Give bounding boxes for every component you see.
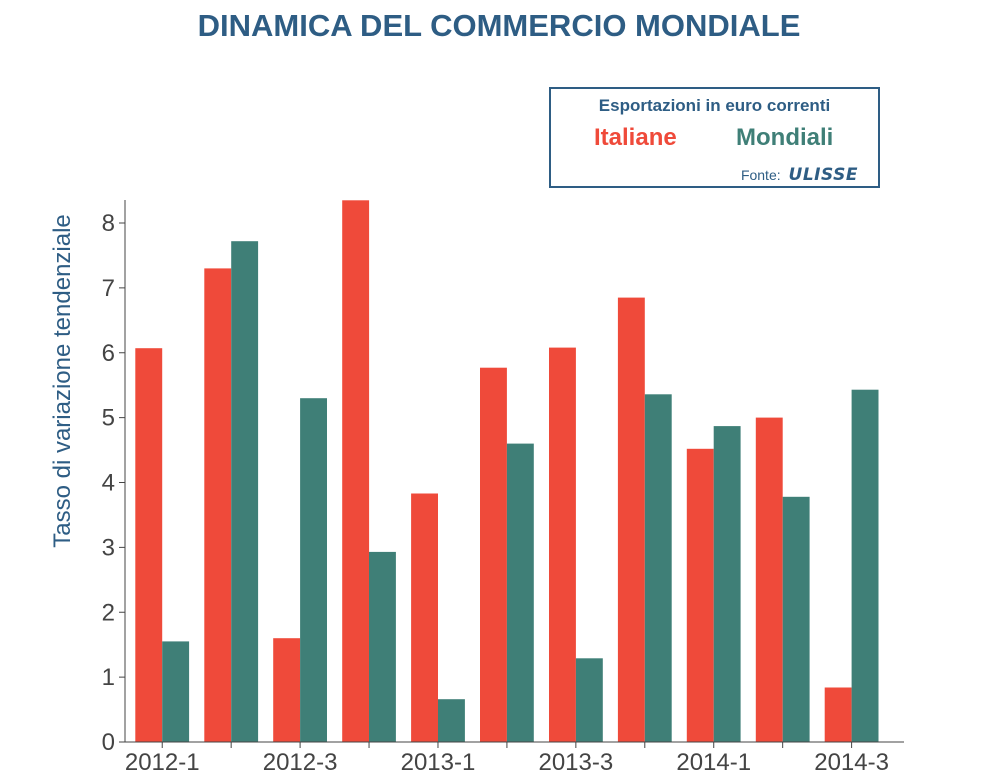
legend-source: Fonte: ULISSE: [741, 165, 858, 185]
y-tick-label-1: 1: [102, 664, 115, 691]
bar-mondiali-2014-2: [782, 496, 810, 742]
bar-italiane-2012-2: [204, 268, 232, 742]
bars-group: [135, 200, 879, 743]
chart-title: DINAMICA DEL COMMERCIO MONDIALE: [197, 8, 801, 43]
y-tick-label-6: 6: [102, 340, 115, 367]
legend-entry-mondiali: Mondiali: [736, 124, 834, 151]
x-tick-label-2014-3: 2014-3: [814, 749, 889, 776]
axes-group: 0 1 2 3 4 5 6 7 8 2012-1 2012-3 2013-1 2013-3 2014-1 2…: [102, 200, 904, 776]
bar-mondiali-2012-4: [369, 551, 396, 742]
x-tick-label-2012-1: 2012-1: [125, 749, 200, 776]
x-tick-label-2013-1: 2013-1: [401, 749, 476, 776]
y-tick-label-4: 4: [102, 470, 115, 497]
y-tick-label-7: 7: [102, 275, 115, 302]
bar-mondiali-2013-1: [438, 699, 465, 742]
bar-mondiali-2013-3: [575, 658, 603, 742]
legend: Esportazioni in euro correnti Italiane M…: [549, 87, 880, 188]
bar-italiane-2013-2: [480, 367, 507, 742]
legend-entry-italiane: Italiane: [594, 124, 677, 151]
bar-mondiali-2014-3: [851, 389, 879, 742]
bar-italiane-2014-3: [824, 687, 852, 742]
bar-italiane-2012-4: [342, 200, 370, 743]
y-tick-label-8: 8: [102, 210, 115, 237]
y-tick-label-0: 0: [102, 729, 115, 756]
bar-mondiali-2012-2: [231, 241, 259, 742]
bar-mondiali-2014-1: [713, 426, 741, 742]
ulisse-logo: ULISSE: [788, 165, 858, 185]
y-tick-label-5: 5: [102, 405, 115, 432]
y-axis-label: Tasso di variazione tendenziale: [49, 214, 76, 548]
bar-italiane-2014-1: [686, 448, 714, 742]
bar-mondiali-2012-1: [162, 641, 190, 742]
x-tick-label-2012-3: 2012-3: [263, 749, 338, 776]
bar-italiane-2012-3: [273, 638, 301, 742]
bar-italiane-2014-2: [755, 417, 783, 742]
bar-mondiali-2013-2: [506, 443, 534, 742]
bar-italiane-2013-3: [549, 347, 576, 742]
x-tick-label-2013-3: 2013-3: [538, 749, 613, 776]
bar-italiane-2013-1: [411, 493, 438, 742]
legend-title: Esportazioni in euro correnti: [598, 96, 831, 115]
x-tick-label-2014-1: 2014-1: [676, 749, 751, 776]
y-tick-label-3: 3: [102, 534, 115, 561]
bar-italiane-2013-4: [617, 297, 645, 742]
bar-mondiali-2013-4: [644, 394, 672, 742]
y-tick-label-2: 2: [102, 599, 115, 626]
bar-italiane-2012-1: [135, 348, 163, 742]
source-label: Fonte:: [740, 167, 781, 183]
bar-mondiali-2012-3: [300, 398, 327, 742]
